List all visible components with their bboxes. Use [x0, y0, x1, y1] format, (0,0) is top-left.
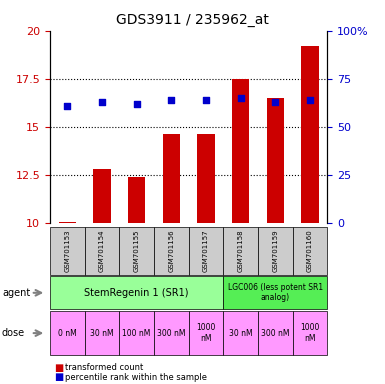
Point [307, 97, 313, 103]
Text: dose: dose [2, 328, 25, 338]
Point [238, 95, 244, 101]
Point [168, 97, 174, 103]
Bar [128, 177, 145, 223]
Text: GSM701157: GSM701157 [203, 229, 209, 272]
Text: 30 nM: 30 nM [229, 329, 253, 338]
Text: LGC006 (less potent SR1
analog): LGC006 (less potent SR1 analog) [228, 283, 323, 303]
Bar [93, 169, 111, 223]
Bar [266, 98, 284, 223]
Point [99, 99, 105, 105]
Text: 300 nM: 300 nM [261, 329, 290, 338]
Bar [197, 134, 215, 223]
Text: GSM701158: GSM701158 [238, 229, 244, 272]
Text: GSM701156: GSM701156 [168, 229, 174, 272]
Text: percentile rank within the sample: percentile rank within the sample [65, 372, 208, 382]
Bar [232, 79, 249, 223]
Text: GSM701155: GSM701155 [134, 229, 140, 272]
Point [272, 99, 278, 105]
Text: StemRegenin 1 (SR1): StemRegenin 1 (SR1) [84, 288, 189, 298]
Text: 300 nM: 300 nM [157, 329, 186, 338]
Text: GDS3911 / 235962_at: GDS3911 / 235962_at [116, 13, 269, 27]
Text: ■: ■ [54, 372, 63, 382]
Text: 1000
nM: 1000 nM [196, 323, 216, 343]
Text: GSM701154: GSM701154 [99, 229, 105, 272]
Text: 30 nM: 30 nM [90, 329, 114, 338]
Text: ■: ■ [54, 363, 63, 373]
Text: transformed count: transformed count [65, 363, 144, 372]
Point [64, 103, 70, 109]
Point [203, 97, 209, 103]
Text: 0 nM: 0 nM [58, 329, 77, 338]
Bar [162, 134, 180, 223]
Text: GSM701160: GSM701160 [307, 229, 313, 272]
Text: GSM701153: GSM701153 [64, 229, 70, 272]
Text: GSM701159: GSM701159 [272, 229, 278, 272]
Point [134, 101, 140, 107]
Text: 100 nM: 100 nM [122, 329, 151, 338]
Text: 1000
nM: 1000 nM [300, 323, 320, 343]
Text: agent: agent [2, 288, 30, 298]
Bar [59, 222, 76, 223]
Bar [301, 46, 318, 223]
